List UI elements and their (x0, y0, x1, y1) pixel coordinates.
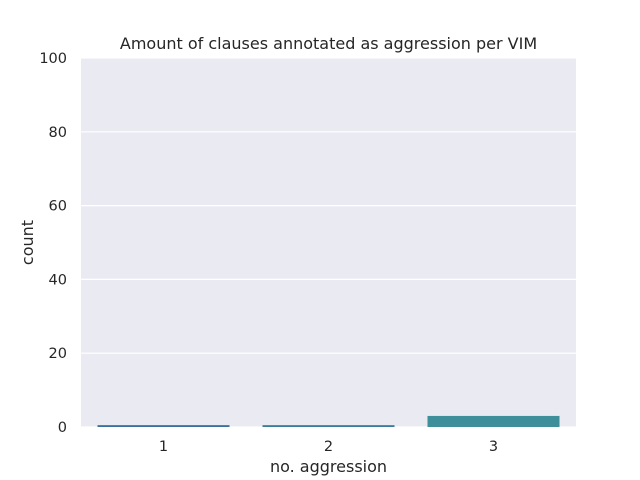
bar-2 (262, 425, 395, 427)
x-tick-label: 1 (159, 439, 168, 455)
y-tick-label: 40 (49, 272, 67, 288)
y-tick-label: 20 (49, 346, 67, 362)
bar-3 (427, 415, 560, 427)
plot-area (81, 58, 576, 427)
y-tick-labels: 0 20 40 60 80 100 (39, 51, 67, 436)
x-tick-label: 3 (489, 439, 498, 455)
x-tick-labels: 1 2 3 (159, 439, 498, 455)
y-tick-label: 80 (49, 125, 67, 141)
bar-1 (97, 425, 230, 427)
y-tick-label: 60 (49, 199, 67, 215)
bars (97, 415, 560, 427)
y-axis-label: count (18, 220, 37, 265)
chart-title: Amount of clauses annotated as aggressio… (120, 34, 537, 53)
y-tick-label: 100 (39, 51, 67, 67)
x-axis-label: no. aggression (270, 457, 387, 476)
y-tick-label: 0 (58, 420, 67, 436)
x-tick-label: 2 (324, 439, 333, 455)
